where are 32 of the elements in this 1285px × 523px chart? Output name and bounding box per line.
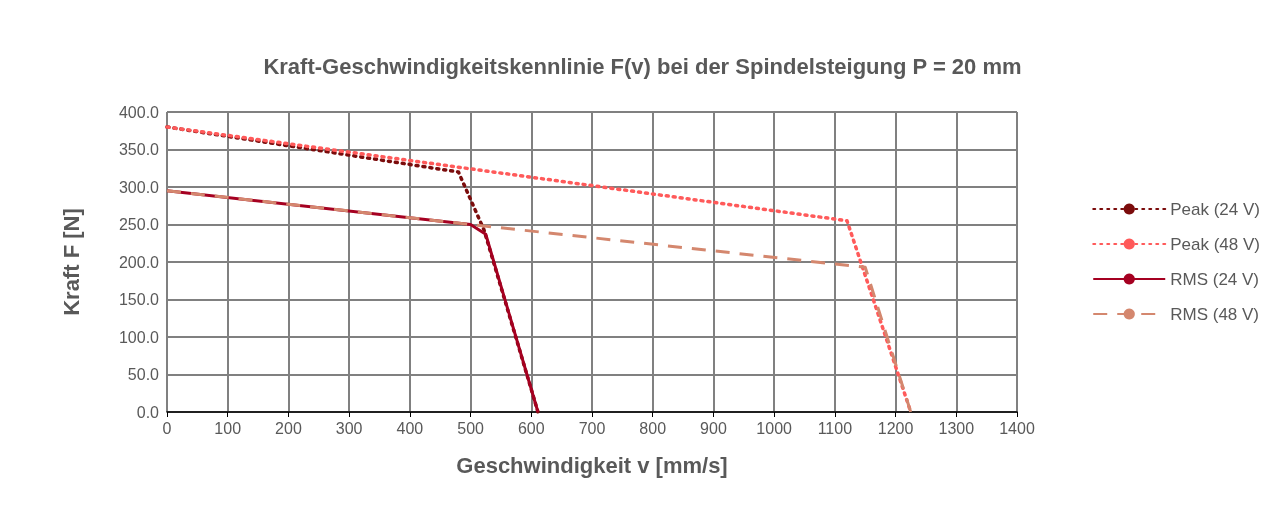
y-tick-label: 50.0 bbox=[127, 366, 160, 383]
y-tick-label: 250.0 bbox=[118, 216, 160, 233]
x-tick-label: 700 bbox=[578, 419, 606, 437]
legend-label: RMS (48 V) bbox=[1170, 304, 1260, 324]
x-tick-label: 1100 bbox=[817, 419, 853, 437]
x-axis-title: Geschwindigkeit v [mm/s] bbox=[456, 452, 728, 478]
y-tick-label: 350.0 bbox=[118, 141, 160, 158]
x-tick-label: 300 bbox=[335, 419, 363, 437]
chart-title: Kraft-Geschwindigkeitskennlinie F(v) bei der Spindelsteigung P = 20 mm bbox=[263, 53, 1022, 79]
x-tick-label: 0 bbox=[162, 419, 172, 437]
y-axis-title: Kraft F [N] bbox=[58, 208, 84, 316]
x-tick-label: 500 bbox=[457, 419, 485, 437]
legend-label: RMS (24 V) bbox=[1170, 269, 1260, 289]
x-tick-label: 1200 bbox=[877, 419, 914, 437]
legend-label: Peak (24 V) bbox=[1170, 199, 1260, 219]
y-tick-label: 200.0 bbox=[118, 253, 160, 271]
x-tick-label: 100 bbox=[214, 419, 242, 437]
y-tick-label: 100.0 bbox=[118, 328, 160, 346]
x-tick-label: 400 bbox=[396, 419, 424, 437]
x-tick-label: 200 bbox=[275, 419, 302, 437]
x-tick-label: 900 bbox=[700, 419, 727, 437]
x-tick-label: 1400 bbox=[999, 419, 1035, 437]
y-tick-label: 0.0 bbox=[136, 403, 160, 421]
y-tick-label: 300.0 bbox=[118, 178, 160, 196]
legend-label: Peak (48 V) bbox=[1170, 234, 1260, 254]
x-tick-label: 600 bbox=[517, 419, 545, 437]
y-tick-label: 150.0 bbox=[118, 291, 160, 308]
x-tick-label: 1000 bbox=[756, 419, 793, 437]
x-tick-label: 1300 bbox=[938, 419, 975, 437]
y-tick-label: 400.0 bbox=[118, 103, 160, 121]
x-tick-label: 800 bbox=[639, 419, 667, 437]
line-series bbox=[165, 189, 913, 414]
